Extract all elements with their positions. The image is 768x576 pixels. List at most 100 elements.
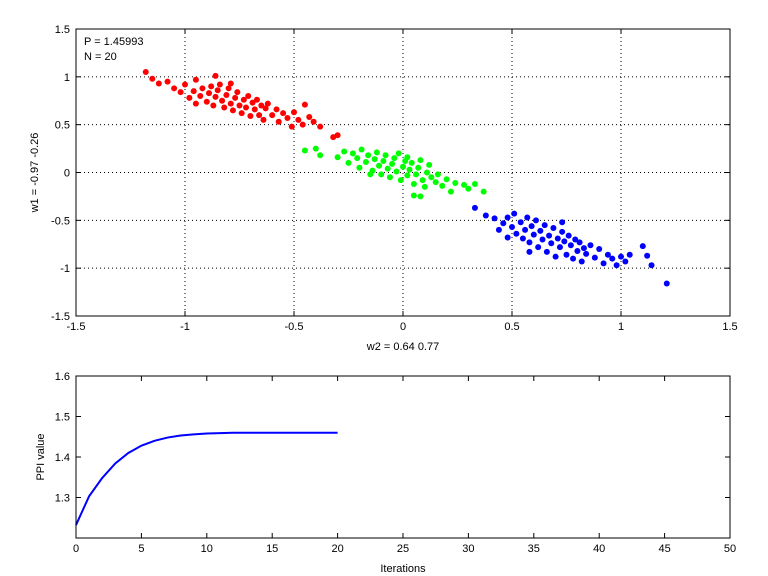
data-point bbox=[482, 212, 489, 219]
data-point bbox=[513, 230, 520, 237]
data-point bbox=[371, 156, 378, 163]
data-point bbox=[600, 260, 607, 267]
y-axis-label: PPI value bbox=[35, 433, 47, 480]
data-point bbox=[234, 89, 241, 96]
data-point bbox=[236, 102, 243, 109]
data-point bbox=[299, 121, 306, 128]
data-point bbox=[243, 104, 250, 111]
y-tick-label: 1.6 bbox=[55, 371, 70, 383]
x-tick-label: -1.5 bbox=[67, 321, 86, 333]
data-point bbox=[404, 154, 411, 161]
data-point bbox=[626, 251, 633, 258]
x-tick-label: 1.5 bbox=[722, 321, 737, 333]
data-point bbox=[561, 238, 568, 245]
data-point bbox=[567, 242, 574, 249]
data-point bbox=[541, 222, 548, 229]
data-point bbox=[232, 94, 239, 101]
data-point bbox=[447, 188, 454, 195]
data-point bbox=[644, 252, 651, 259]
data-point bbox=[301, 147, 308, 154]
data-point bbox=[197, 92, 204, 99]
data-point bbox=[192, 76, 199, 83]
data-point bbox=[164, 78, 171, 85]
data-point bbox=[245, 92, 252, 99]
data-point bbox=[522, 226, 529, 233]
data-point bbox=[171, 85, 178, 92]
x-tick-label: 45 bbox=[658, 543, 670, 555]
data-point bbox=[212, 93, 219, 100]
x-tick-label: 30 bbox=[462, 543, 474, 555]
data-point bbox=[528, 223, 535, 230]
data-point bbox=[410, 180, 417, 187]
data-point bbox=[214, 87, 221, 94]
data-point bbox=[439, 182, 446, 189]
data-point bbox=[334, 154, 341, 161]
data-point bbox=[386, 174, 393, 181]
data-point bbox=[434, 171, 441, 178]
data-point bbox=[491, 215, 498, 222]
data-point bbox=[663, 280, 670, 287]
x-tick-label: -1 bbox=[180, 321, 190, 333]
annotation-text: N = 20 bbox=[84, 51, 117, 63]
data-point bbox=[240, 96, 247, 103]
data-point bbox=[227, 80, 234, 87]
x-tick-label: 50 bbox=[724, 543, 736, 555]
x-axis-label: Iterations bbox=[380, 563, 426, 575]
data-point bbox=[216, 81, 223, 88]
data-point bbox=[155, 80, 162, 87]
data-point bbox=[225, 85, 232, 92]
data-point bbox=[559, 228, 566, 235]
data-point bbox=[389, 160, 396, 167]
data-point bbox=[461, 181, 468, 188]
data-point bbox=[524, 214, 531, 221]
data-point bbox=[618, 253, 624, 260]
data-point bbox=[312, 145, 319, 152]
data-point bbox=[532, 217, 539, 224]
data-point bbox=[177, 89, 184, 96]
data-point bbox=[256, 112, 263, 119]
data-point bbox=[238, 110, 245, 117]
data-point bbox=[380, 158, 387, 165]
data-point bbox=[526, 239, 533, 246]
data-point bbox=[397, 177, 404, 184]
data-point bbox=[471, 180, 478, 187]
data-point bbox=[648, 262, 655, 269]
data-point bbox=[576, 239, 583, 246]
data-point bbox=[334, 132, 341, 139]
plot-area bbox=[76, 29, 730, 316]
data-point bbox=[192, 100, 199, 107]
data-point bbox=[556, 244, 563, 251]
plot-area bbox=[76, 376, 730, 538]
data-point bbox=[500, 220, 507, 227]
data-point bbox=[509, 224, 515, 231]
data-point bbox=[596, 246, 603, 253]
data-point bbox=[563, 251, 570, 258]
data-point bbox=[273, 106, 280, 113]
data-point bbox=[149, 75, 156, 82]
data-point bbox=[395, 150, 402, 157]
data-point bbox=[570, 255, 577, 262]
data-point bbox=[288, 123, 295, 130]
data-point bbox=[580, 245, 587, 252]
data-point bbox=[432, 179, 439, 186]
data-point bbox=[552, 253, 559, 260]
data-point bbox=[258, 102, 265, 109]
data-point bbox=[247, 113, 254, 120]
data-point bbox=[367, 171, 374, 178]
data-point bbox=[301, 101, 308, 108]
data-point bbox=[423, 169, 430, 176]
data-point bbox=[526, 248, 533, 255]
data-point bbox=[574, 247, 581, 254]
data-point bbox=[358, 146, 365, 153]
line-plot-panel: 0 5 10 15 20 25 30 35 40 45 50 1.3 1.4 1.5 1.6 Iteratio… bbox=[35, 371, 736, 575]
x-tick-label: 25 bbox=[397, 543, 409, 555]
x-tick-label: 35 bbox=[528, 543, 540, 555]
data-point bbox=[269, 112, 276, 119]
data-point bbox=[208, 83, 215, 90]
data-point bbox=[291, 109, 297, 116]
data-point bbox=[452, 180, 459, 187]
data-point bbox=[530, 231, 537, 238]
data-point bbox=[426, 161, 433, 168]
x-tick-label: 20 bbox=[331, 543, 343, 555]
x-tick-label: 0.5 bbox=[504, 321, 519, 333]
